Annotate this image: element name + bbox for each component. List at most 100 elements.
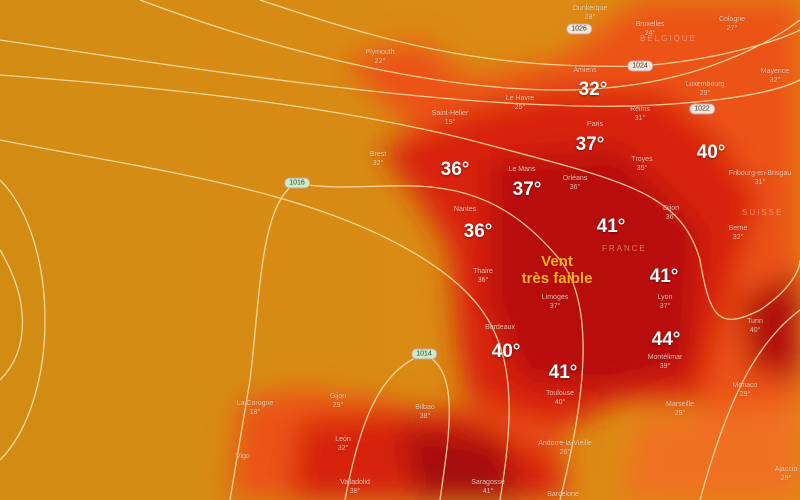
- city-label[interactable]: Plymouth 22°: [365, 48, 394, 66]
- city-label[interactable]: Le Havre 25°: [506, 94, 534, 112]
- city-temp: 36°: [477, 277, 489, 284]
- city-temp: 32°: [372, 160, 384, 167]
- city-label[interactable]: Toulouse 40°: [546, 389, 574, 407]
- temperature-label: 40°: [491, 341, 521, 362]
- city-temp: 32°: [337, 445, 349, 452]
- wind-label-line1: Vent: [541, 253, 573, 270]
- city-temp: 38°: [419, 413, 431, 420]
- city-name: Reims: [630, 106, 650, 113]
- city-label[interactable]: La Corogne 18°: [237, 399, 274, 417]
- city-label[interactable]: Lyon 37°: [658, 293, 673, 311]
- city-name: Dijon: [663, 205, 679, 212]
- city-temp: 37°: [659, 303, 671, 310]
- city-temp: 38°: [349, 488, 361, 495]
- city-temp: 29°: [332, 402, 344, 409]
- country-label: SUISSE: [742, 208, 784, 217]
- city-label[interactable]: Valladolid 38°: [340, 478, 370, 496]
- city-label[interactable]: Bordeaux: [485, 323, 515, 332]
- city-name: Andorre-la-Vieille: [538, 440, 592, 447]
- city-label[interactable]: Dijon 36°: [663, 204, 679, 222]
- city-temp: 19°: [444, 119, 456, 126]
- city-label[interactable]: Paris: [587, 120, 603, 129]
- temperature-label: 41°: [649, 266, 679, 287]
- city-name: Brest: [369, 151, 387, 158]
- city-temp: 36°: [665, 214, 677, 221]
- city-temp: 27°: [726, 25, 738, 32]
- city-temp: 29°: [780, 475, 792, 482]
- city-label[interactable]: Andorre-la-Vieille 26°: [538, 439, 592, 457]
- city-name: León: [335, 436, 351, 443]
- temperature-label: 32°: [578, 79, 608, 100]
- city-label[interactable]: Reims 31°: [630, 105, 650, 123]
- isobar-pressure-badge: 1016: [284, 177, 310, 189]
- city-label[interactable]: Luxembourg 29°: [686, 80, 725, 98]
- city-name: Dunkerque: [572, 5, 608, 12]
- temperature-label: 36°: [440, 159, 470, 180]
- city-label[interactable]: Saragosse 41°: [471, 478, 504, 496]
- city-label[interactable]: Ajaccio 29°: [775, 465, 798, 483]
- city-label[interactable]: Thaire 36°: [473, 267, 493, 285]
- city-label[interactable]: Cologne 27°: [719, 15, 745, 33]
- city-temp: 31°: [754, 179, 766, 186]
- temperature-label: 41°: [596, 216, 626, 237]
- city-label[interactable]: Gijon 29°: [330, 392, 346, 410]
- city-label[interactable]: Barcelone: [547, 490, 579, 499]
- city-name: Berne: [728, 225, 748, 232]
- city-temp: 22°: [374, 58, 386, 65]
- city-label[interactable]: Nantes: [454, 205, 476, 214]
- city-name: Toulouse: [545, 390, 575, 397]
- city-label[interactable]: Amiens: [573, 66, 596, 75]
- city-name: Vigo: [236, 453, 250, 460]
- city-name: Ajaccio: [774, 466, 798, 473]
- city-temp: 40°: [749, 327, 761, 334]
- city-name: Le Mans: [508, 166, 536, 173]
- city-label[interactable]: Le Mans: [509, 165, 536, 174]
- city-name: Gijon: [329, 393, 347, 400]
- city-name: Bilbao: [415, 404, 435, 411]
- city-label[interactable]: Fribourg-en-Brisgau 31°: [729, 169, 791, 187]
- city-label[interactable]: Limoges 37°: [542, 293, 568, 311]
- city-label[interactable]: Mayence 32°: [761, 67, 789, 85]
- city-temp: 29°: [699, 90, 711, 97]
- city-temp: 40°: [554, 399, 566, 406]
- city-name: Thaire: [473, 268, 493, 275]
- isobar-pressure-badge: 1022: [689, 103, 715, 115]
- country-label: FRANCE: [602, 244, 647, 253]
- city-name: Nantes: [453, 206, 477, 213]
- city-label[interactable]: Orléans 36°: [563, 174, 588, 192]
- city-name: Plymouth: [365, 49, 395, 56]
- city-name: Limoges: [541, 294, 569, 301]
- city-name: Orléans: [562, 175, 588, 182]
- city-label[interactable]: Berne 32°: [729, 224, 748, 242]
- temperature-label: 44°: [651, 329, 681, 350]
- city-name: Saragosse: [471, 479, 505, 486]
- city-label[interactable]: Brest 32°: [370, 150, 386, 168]
- city-label[interactable]: Monaco 29°: [733, 381, 758, 399]
- city-temp: 37°: [549, 303, 561, 310]
- city-temp: 35°: [636, 165, 648, 172]
- city-label[interactable]: Saint-Helier 19°: [432, 109, 469, 127]
- city-label[interactable]: Montélimar 39°: [648, 353, 683, 371]
- city-label[interactable]: Turin 40°: [747, 317, 763, 335]
- city-temp: 18°: [249, 409, 261, 416]
- temperature-label: 37°: [512, 179, 542, 200]
- city-name: Bordeaux: [485, 324, 515, 331]
- city-name: Luxembourg: [685, 81, 725, 88]
- city-label[interactable]: Marseille 29°: [666, 400, 694, 418]
- city-name: Lyon: [657, 294, 673, 301]
- isobar-pressure-badge: 1014: [411, 348, 437, 360]
- city-label[interactable]: Troyes 35°: [631, 155, 652, 173]
- city-label[interactable]: Dunkerque 28°: [573, 4, 607, 22]
- wind-label: Vent très faible: [522, 253, 593, 287]
- city-temp: 29°: [674, 410, 686, 417]
- city-temp: 25°: [514, 104, 526, 111]
- country-label: BELGIQUE: [640, 34, 697, 43]
- city-label[interactable]: Vigo: [236, 452, 250, 461]
- city-label[interactable]: Bruxelles 24°: [636, 20, 665, 38]
- city-label[interactable]: León 32°: [335, 435, 351, 453]
- wind-label-line2: très faible: [521, 270, 593, 287]
- city-label[interactable]: Bilbao 38°: [415, 403, 434, 421]
